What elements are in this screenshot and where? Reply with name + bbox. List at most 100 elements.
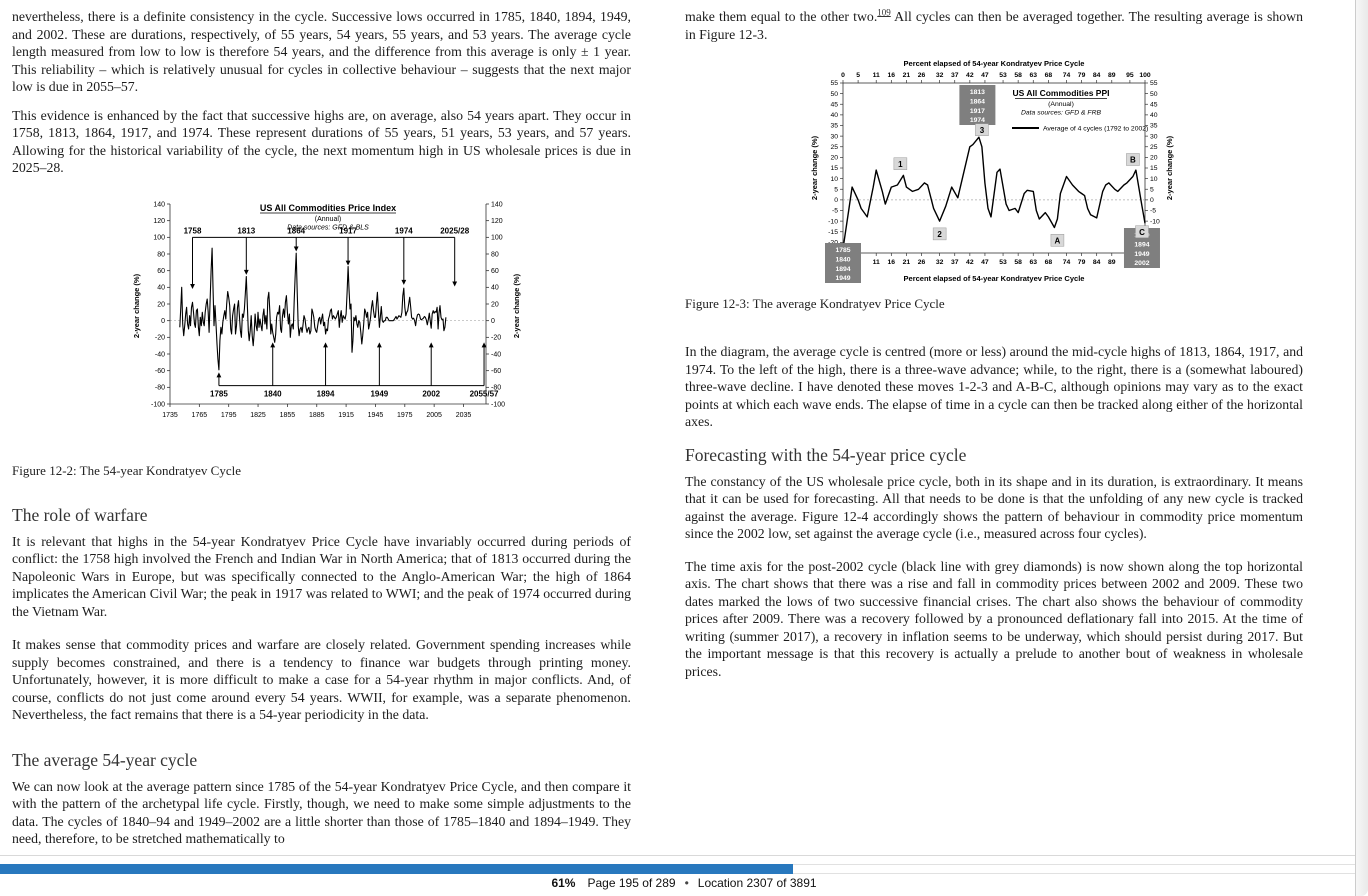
figure-12-2: -100 -100 -80 -80 -60 -60 -40 -40 -20 -20 0 0 20 20 40…	[128, 194, 528, 444]
svg-text:20: 20	[1150, 155, 1158, 162]
svg-text:0: 0	[841, 72, 845, 79]
paragraph-text: make them equal to the other two.	[685, 9, 878, 24]
reading-status: 61% Page 195 of 289 • Location 2307 of 3891	[0, 874, 1368, 896]
svg-text:0: 0	[491, 318, 495, 325]
svg-text:140: 140	[491, 201, 503, 208]
svg-text:40: 40	[1150, 112, 1158, 119]
svg-text:2-year change (%): 2-year change (%)	[512, 273, 521, 338]
svg-text:40: 40	[491, 284, 499, 291]
svg-text:1855: 1855	[280, 412, 296, 419]
svg-text:1974: 1974	[970, 117, 985, 124]
svg-text:55: 55	[830, 80, 838, 87]
svg-text:120: 120	[153, 218, 165, 225]
svg-text:-100: -100	[151, 401, 165, 408]
svg-text:84: 84	[1093, 259, 1101, 266]
svg-text:30: 30	[1150, 133, 1158, 140]
paragraph: make them equal to the other two.109 All…	[685, 8, 1303, 43]
figure-12-2-caption: Figure 12-2: The 54-year Kondratyev Cycl…	[12, 462, 241, 478]
svg-text:53: 53	[999, 72, 1007, 79]
svg-text:1894: 1894	[835, 266, 850, 273]
paragraph: nevertheless, there is a definite consis…	[12, 9, 631, 94]
svg-text:-15: -15	[828, 229, 838, 236]
svg-text:1825: 1825	[250, 412, 266, 419]
svg-text:32: 32	[936, 259, 944, 266]
figure-12-3: -25-25-20-20-15-15-10-10-5-5005510101515…	[809, 57, 1179, 287]
svg-text:1949: 1949	[1134, 251, 1149, 258]
svg-text:5: 5	[1150, 186, 1154, 193]
svg-text:40: 40	[830, 112, 838, 119]
svg-text:(Annual): (Annual)	[1048, 101, 1074, 108]
svg-text:3: 3	[980, 126, 985, 135]
svg-text:-80: -80	[491, 384, 501, 391]
svg-text:100: 100	[1139, 72, 1151, 79]
svg-text:68: 68	[1045, 259, 1053, 266]
svg-text:1864: 1864	[970, 98, 985, 105]
svg-text:5: 5	[834, 186, 838, 193]
svg-text:B: B	[1130, 156, 1136, 165]
svg-text:68: 68	[1045, 72, 1053, 79]
figure-12-2-chart: -100 -100 -80 -80 -60 -60 -40 -40 -20 -20 0 0 20 20 40…	[132, 201, 521, 419]
svg-text:1785: 1785	[210, 389, 228, 398]
svg-text:1917: 1917	[970, 108, 985, 115]
svg-text:-100: -100	[491, 401, 505, 408]
progress-bar[interactable]	[0, 864, 1368, 874]
svg-text:1840: 1840	[835, 256, 850, 263]
svg-text:63: 63	[1029, 259, 1037, 266]
svg-text:Percent elapsed of 54-year Kon: Percent elapsed of 54-year Kondratyev Pr…	[904, 59, 1085, 68]
svg-text:80: 80	[491, 251, 499, 258]
svg-text:10: 10	[830, 176, 838, 183]
scrollbar-track[interactable]	[1355, 0, 1368, 896]
svg-text:2005: 2005	[426, 412, 442, 419]
right-text-column: make them equal to the other two.109 All…	[685, 8, 1303, 691]
left-text-column: nevertheless, there is a definite consis…	[12, 8, 631, 859]
svg-text:-40: -40	[491, 351, 501, 358]
svg-text:74: 74	[1063, 72, 1071, 79]
svg-text:1974: 1974	[395, 226, 413, 235]
svg-text:2002: 2002	[1134, 260, 1149, 267]
svg-text:1945: 1945	[368, 412, 384, 419]
svg-text:1885: 1885	[309, 412, 325, 419]
svg-text:32: 32	[936, 72, 944, 79]
svg-text:50: 50	[830, 91, 838, 98]
figure-12-3-chart: -25-25-20-20-15-15-10-10-5-5005510101515…	[810, 59, 1174, 283]
svg-text:-60: -60	[491, 368, 501, 375]
svg-text:-20: -20	[491, 334, 501, 341]
svg-text:60: 60	[157, 268, 165, 275]
svg-text:30: 30	[830, 133, 838, 140]
svg-text:1975: 1975	[397, 412, 413, 419]
svg-text:37: 37	[951, 259, 959, 266]
svg-text:-80: -80	[155, 384, 165, 391]
svg-text:55: 55	[1150, 80, 1158, 87]
svg-text:42: 42	[966, 72, 974, 79]
location-indicator: Location 2307 of 3891	[697, 876, 817, 890]
svg-text:5: 5	[856, 72, 860, 79]
svg-text:-20: -20	[155, 334, 165, 341]
svg-text:58: 58	[1014, 72, 1022, 79]
svg-text:1735: 1735	[162, 412, 178, 419]
svg-text:1765: 1765	[192, 412, 208, 419]
svg-text:2055/57: 2055/57	[470, 389, 499, 398]
svg-text:47: 47	[981, 72, 989, 79]
svg-text:1785: 1785	[835, 247, 850, 254]
footnote-link[interactable]: 109	[877, 7, 891, 18]
svg-text:C: C	[1139, 228, 1145, 237]
svg-text:-60: -60	[155, 368, 165, 375]
svg-text:37: 37	[951, 72, 959, 79]
paragraph: The time axis for the post-2002 cycle (b…	[685, 558, 1303, 679]
svg-text:63: 63	[1029, 72, 1037, 79]
svg-text:2025/28: 2025/28	[440, 226, 469, 235]
paragraph: The constancy of the US wholesale price …	[685, 473, 1303, 542]
svg-text:0: 0	[1150, 197, 1154, 204]
svg-text:-5: -5	[832, 208, 838, 215]
svg-text:2002: 2002	[422, 389, 440, 398]
bullet-separator: •	[684, 876, 689, 890]
svg-text:Average of 4 cycles (1792 to 2: Average of 4 cycles (1792 to 2002)	[1043, 126, 1148, 133]
svg-text:25: 25	[1150, 144, 1158, 151]
svg-text:(Annual): (Annual)	[315, 216, 341, 223]
svg-text:1949: 1949	[835, 275, 850, 282]
svg-text:45: 45	[1150, 101, 1158, 108]
svg-text:26: 26	[918, 72, 926, 79]
svg-text:2035: 2035	[456, 412, 472, 419]
svg-text:20: 20	[491, 301, 499, 308]
